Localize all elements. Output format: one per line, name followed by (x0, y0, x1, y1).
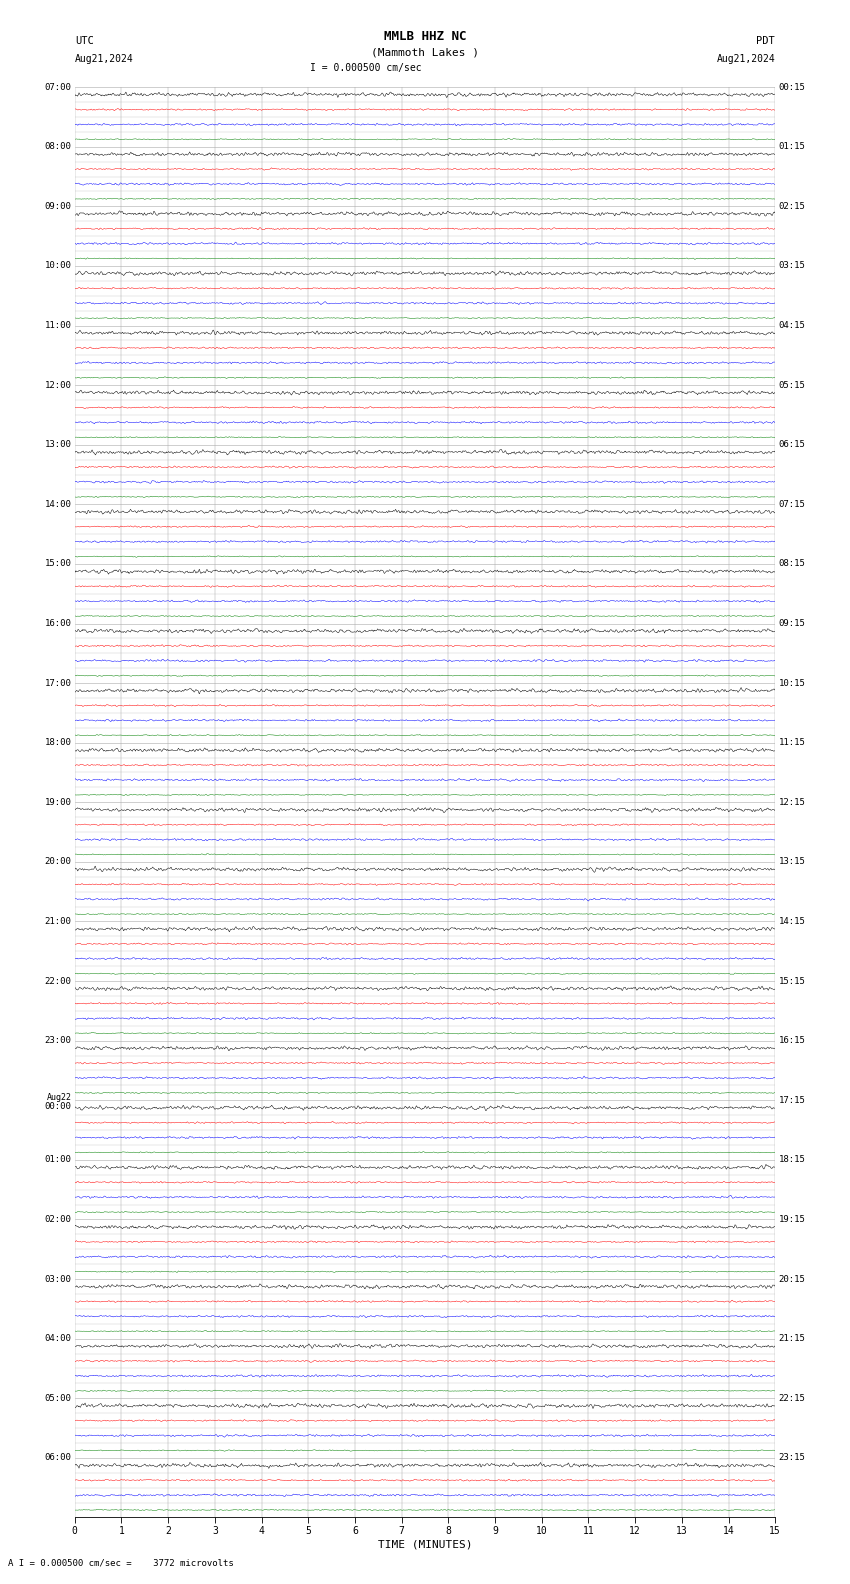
Text: 13:15: 13:15 (779, 857, 806, 866)
Text: 20:15: 20:15 (779, 1275, 806, 1283)
Text: 09:00: 09:00 (44, 201, 71, 211)
Text: 06:15: 06:15 (779, 440, 806, 450)
Text: 04:00: 04:00 (44, 1334, 71, 1343)
Text: A I = 0.000500 cm/sec =    3772 microvolts: A I = 0.000500 cm/sec = 3772 microvolts (8, 1559, 235, 1568)
Text: 13:00: 13:00 (44, 440, 71, 450)
Text: UTC: UTC (75, 36, 94, 46)
Text: 12:00: 12:00 (44, 380, 71, 390)
Text: 11:00: 11:00 (44, 322, 71, 329)
Text: PDT: PDT (756, 36, 775, 46)
Text: (Mammoth Lakes ): (Mammoth Lakes ) (371, 48, 479, 57)
Text: 19:00: 19:00 (44, 798, 71, 806)
Text: 00:00: 00:00 (44, 1102, 71, 1110)
Text: 22:15: 22:15 (779, 1394, 806, 1403)
Text: I = 0.000500 cm/sec: I = 0.000500 cm/sec (309, 63, 422, 73)
Text: 03:00: 03:00 (44, 1275, 71, 1283)
Text: 05:00: 05:00 (44, 1394, 71, 1403)
Text: 02:00: 02:00 (44, 1215, 71, 1224)
Text: 10:00: 10:00 (44, 261, 71, 271)
Text: 09:15: 09:15 (779, 619, 806, 627)
Text: 18:15: 18:15 (779, 1155, 806, 1164)
Text: 16:15: 16:15 (779, 1036, 806, 1045)
Text: MMLB HHZ NC: MMLB HHZ NC (383, 30, 467, 43)
Text: 04:15: 04:15 (779, 322, 806, 329)
Text: 01:15: 01:15 (779, 143, 806, 150)
Text: 11:15: 11:15 (779, 738, 806, 748)
Text: 15:15: 15:15 (779, 977, 806, 985)
X-axis label: TIME (MINUTES): TIME (MINUTES) (377, 1540, 473, 1551)
Text: 02:15: 02:15 (779, 201, 806, 211)
Text: 00:15: 00:15 (779, 82, 806, 92)
Text: 03:15: 03:15 (779, 261, 806, 271)
Text: 01:00: 01:00 (44, 1155, 71, 1164)
Text: 17:00: 17:00 (44, 678, 71, 687)
Text: 21:15: 21:15 (779, 1334, 806, 1343)
Text: 07:15: 07:15 (779, 501, 806, 508)
Text: 14:15: 14:15 (779, 917, 806, 927)
Text: 05:15: 05:15 (779, 380, 806, 390)
Text: 15:00: 15:00 (44, 559, 71, 569)
Text: 12:15: 12:15 (779, 798, 806, 806)
Text: 21:00: 21:00 (44, 917, 71, 927)
Text: 07:00: 07:00 (44, 82, 71, 92)
Text: 22:00: 22:00 (44, 977, 71, 985)
Text: 10:15: 10:15 (779, 678, 806, 687)
Text: 23:00: 23:00 (44, 1036, 71, 1045)
Text: 18:00: 18:00 (44, 738, 71, 748)
Text: 08:00: 08:00 (44, 143, 71, 150)
Text: 06:00: 06:00 (44, 1454, 71, 1462)
Text: 23:15: 23:15 (779, 1454, 806, 1462)
Text: 16:00: 16:00 (44, 619, 71, 627)
Text: 14:00: 14:00 (44, 501, 71, 508)
Text: 20:00: 20:00 (44, 857, 71, 866)
Text: Aug21,2024: Aug21,2024 (717, 54, 775, 63)
Text: 17:15: 17:15 (779, 1096, 806, 1104)
Text: 19:15: 19:15 (779, 1215, 806, 1224)
Text: Aug22: Aug22 (47, 1093, 71, 1102)
Text: Aug21,2024: Aug21,2024 (75, 54, 133, 63)
Text: 08:15: 08:15 (779, 559, 806, 569)
